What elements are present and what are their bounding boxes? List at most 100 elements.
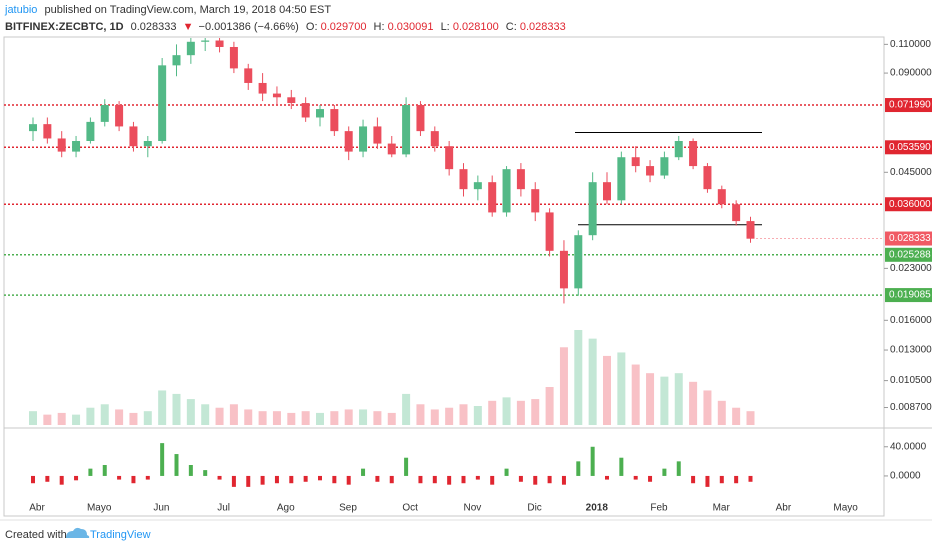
footer-brand[interactable]: TradingView bbox=[90, 529, 151, 541]
y-tick-label: 0.110000 bbox=[890, 39, 931, 50]
x-tick-label: Oct bbox=[402, 503, 418, 514]
osc-bar bbox=[274, 475, 279, 484]
volume-bar bbox=[244, 409, 253, 425]
level-label: 0.053590 bbox=[889, 142, 931, 153]
l-label: L: bbox=[441, 21, 450, 33]
osc-bar bbox=[318, 475, 322, 481]
volume-bar bbox=[158, 390, 167, 425]
volume-bar bbox=[717, 400, 726, 425]
header-line: jatubio published on TradingView.com, Ma… bbox=[4, 4, 331, 16]
c-label: C: bbox=[506, 21, 517, 33]
candle-body bbox=[387, 143, 396, 155]
osc-bar bbox=[691, 475, 696, 484]
osc-bar bbox=[590, 446, 595, 476]
volume-bar bbox=[459, 404, 468, 425]
volume-bar bbox=[373, 411, 382, 425]
x-tick-label: Feb bbox=[650, 503, 668, 514]
volume-bar bbox=[603, 355, 611, 425]
osc-bar bbox=[490, 475, 495, 485]
osc-bar bbox=[719, 475, 724, 484]
osc-bar bbox=[117, 475, 122, 480]
level-label: 0.019085 bbox=[889, 290, 931, 301]
level-label: 0.025288 bbox=[889, 249, 931, 260]
candle-body bbox=[316, 109, 324, 118]
candle-body bbox=[373, 126, 382, 144]
osc-bar bbox=[361, 468, 366, 476]
osc-bar bbox=[547, 475, 552, 484]
volume-bar bbox=[215, 407, 224, 425]
osc-bar bbox=[102, 465, 107, 476]
volume-bar bbox=[516, 400, 525, 425]
osc-bar bbox=[145, 475, 150, 480]
level-label-box bbox=[885, 288, 932, 303]
volume-bar bbox=[287, 412, 296, 425]
candle-body bbox=[746, 221, 755, 239]
volume-bar bbox=[316, 412, 324, 425]
x-tick-label: Dic bbox=[527, 503, 541, 514]
osc-bar bbox=[303, 475, 308, 482]
candle-body bbox=[545, 212, 554, 251]
level-label: 0.071990 bbox=[889, 100, 931, 111]
osc-bar bbox=[31, 475, 35, 484]
candle-body bbox=[402, 105, 411, 155]
level-label-box bbox=[885, 98, 932, 113]
x-tick-label: Nov bbox=[464, 503, 482, 514]
osc-tick-label: 40.0000 bbox=[890, 441, 927, 452]
volume-bar bbox=[172, 393, 181, 425]
volume-bar bbox=[574, 330, 583, 425]
volume-bar bbox=[186, 399, 195, 425]
osc-bar bbox=[404, 457, 409, 476]
volume-bar bbox=[703, 390, 712, 425]
osc-tick-label: 0.0000 bbox=[890, 471, 921, 482]
osc-bar bbox=[605, 475, 609, 480]
osc-bar bbox=[131, 475, 136, 484]
candle-body bbox=[660, 157, 669, 176]
volume-bar bbox=[732, 407, 741, 425]
x-tick-label: Mayo bbox=[87, 503, 112, 514]
author[interactable]: jatubio bbox=[4, 4, 37, 16]
osc-bar bbox=[289, 475, 294, 484]
candle-body bbox=[488, 182, 497, 213]
osc-bar bbox=[59, 475, 64, 485]
volume-bar bbox=[674, 373, 683, 425]
volume-bar bbox=[129, 412, 138, 425]
level-label: 0.036000 bbox=[889, 199, 931, 210]
candle-body bbox=[416, 105, 425, 132]
candle-body bbox=[445, 146, 454, 170]
candle-body bbox=[617, 157, 626, 201]
h: 0.030091 bbox=[388, 21, 434, 33]
candle-body bbox=[430, 131, 439, 147]
candle-body bbox=[115, 105, 124, 127]
osc-bar bbox=[734, 475, 739, 484]
o: 0.029700 bbox=[321, 21, 367, 33]
volume-bar bbox=[559, 347, 568, 425]
y-tick-label: 0.013000 bbox=[890, 345, 932, 356]
y-tick-label: 0.090000 bbox=[890, 68, 932, 79]
candle-body bbox=[244, 68, 253, 83]
candle-body bbox=[646, 166, 655, 176]
candle-body bbox=[272, 93, 281, 98]
osc-bar bbox=[74, 475, 79, 481]
candle-body bbox=[258, 82, 267, 94]
candle-body bbox=[57, 138, 66, 152]
volume-bar bbox=[617, 352, 626, 425]
volume-bar bbox=[531, 399, 540, 425]
x-tick-label: Jul bbox=[217, 503, 230, 514]
published: published on TradingView.com, March 19, … bbox=[44, 4, 331, 16]
osc-bar bbox=[346, 475, 351, 485]
last-price-box bbox=[885, 231, 932, 246]
o-label: O: bbox=[306, 21, 318, 33]
candle-body bbox=[574, 235, 583, 289]
candle-body bbox=[732, 204, 741, 222]
candle-body bbox=[86, 121, 95, 141]
y-tick-label: 0.008700 bbox=[890, 402, 932, 413]
symbol-line: BITFINEX:ZECBTC, 1D 0.028333 ▼ −0.001386… bbox=[5, 21, 566, 33]
osc-bar bbox=[533, 475, 538, 485]
candle-body bbox=[72, 140, 81, 152]
x-tick-label: Sep bbox=[339, 503, 357, 514]
osc-bar bbox=[231, 475, 236, 487]
candle-body bbox=[689, 140, 698, 167]
volume-bar bbox=[201, 404, 210, 425]
